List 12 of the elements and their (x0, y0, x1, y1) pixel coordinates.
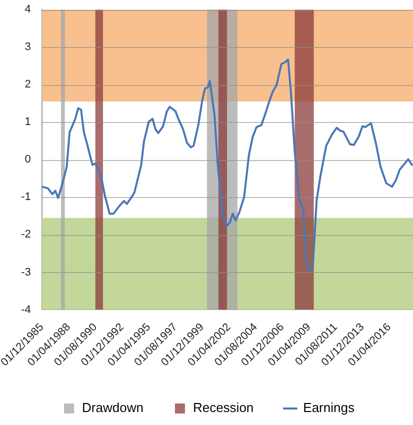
y-tick-label: 2 (24, 78, 31, 91)
y-tick-label: -1 (21, 191, 31, 204)
y-tick-label: -3 (21, 266, 31, 278)
y-tick-label: -2 (21, 228, 31, 241)
y-tick-label: -4 (21, 304, 31, 316)
legend-label: Earnings (303, 400, 355, 416)
y-tick-label: 4 (24, 4, 31, 16)
legend-label: Drawdown (82, 400, 144, 416)
y-tick-label: 1 (24, 116, 31, 128)
legend-label: Recession (192, 400, 254, 416)
y-tick-label: 0 (24, 154, 31, 166)
y-tick-label: 3 (24, 41, 31, 54)
